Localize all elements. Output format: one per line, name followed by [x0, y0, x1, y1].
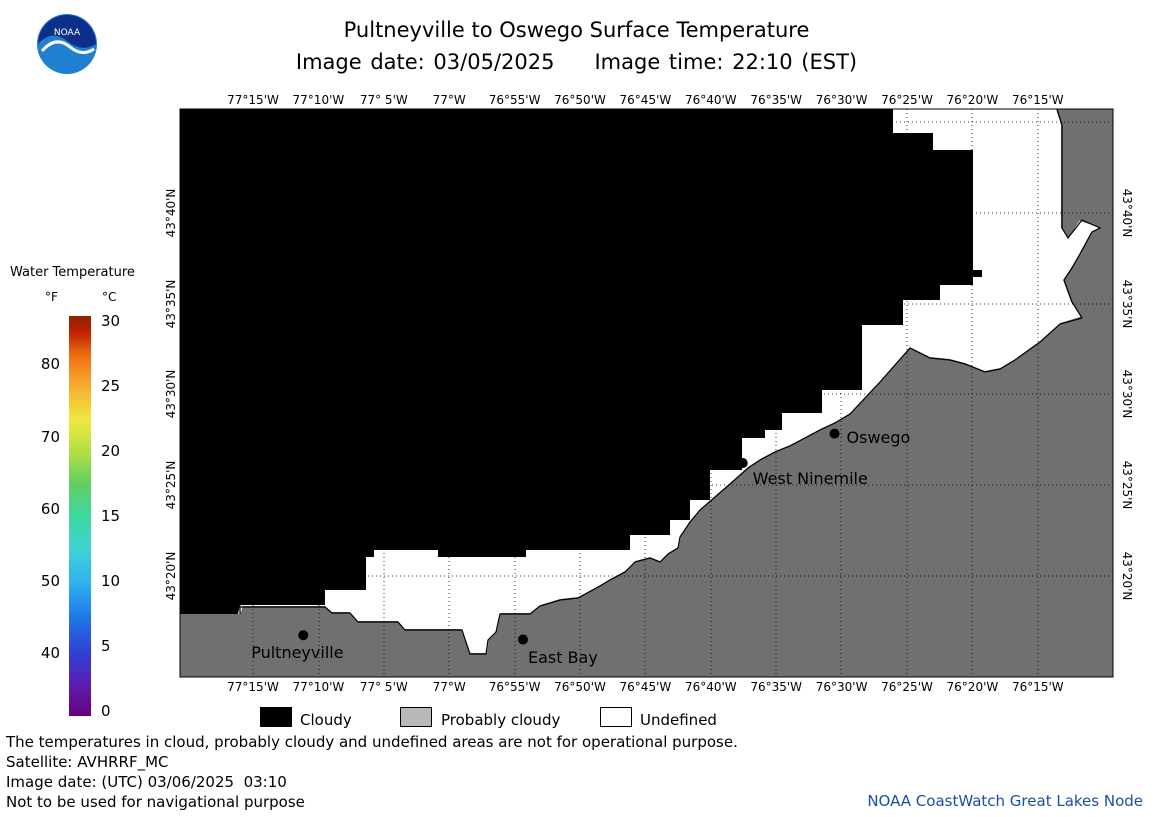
temperature-colorbar	[69, 316, 91, 716]
colorbar-tick-c: 20	[101, 442, 121, 460]
lon-tick-top: 76°25'W	[881, 93, 933, 107]
lon-tick-top: 76°35'W	[750, 93, 803, 107]
unit-celsius: °C	[102, 290, 117, 304]
map-title: Pultneyville to Oswego Surface Temperatu…	[343, 18, 810, 42]
colorbar-tick-c: 30	[101, 312, 121, 330]
lon-tick-bottom: 77° 5'W	[359, 680, 408, 694]
disclaimer-text: The temperatures in cloud, probably clou…	[6, 733, 738, 751]
colorbar-tick-f: 60	[40, 499, 60, 518]
image-date: Image date: 03/05/2025	[295, 50, 555, 74]
colorbar-tick-c: 0	[101, 702, 111, 720]
lat-tick-left: 43°25'N	[164, 460, 178, 510]
lon-tick-top: 76°30'W	[815, 93, 868, 107]
lon-tick-top: 76°20'W	[946, 93, 999, 107]
cloudy-area	[180, 109, 982, 614]
lon-tick-bottom: 76°45'W	[619, 680, 672, 694]
colorbar-tick-c: 25	[101, 377, 121, 395]
land-area	[180, 109, 1113, 677]
utc-date-text: Image date: (UTC) 03/06/2025 03:10	[6, 773, 287, 791]
lat-tick-right: 43°25'N	[1120, 460, 1134, 510]
credit-text: NOAA CoastWatch Great Lakes Node	[867, 792, 1143, 810]
city-label: Oswego	[846, 427, 911, 447]
lat-tick-right: 43°30'N	[1120, 369, 1134, 419]
city-marker	[298, 630, 309, 641]
colorbar-tick-c: 5	[101, 637, 111, 655]
lat-tick-left: 43°40'N	[164, 188, 178, 238]
lon-tick-top: 76°40'W	[684, 93, 737, 107]
nav-warning-text: Not to be used for navigational purpose	[6, 793, 305, 811]
lat-tick-left: 43°30'N	[164, 369, 178, 419]
colorbar-tick-f: 40	[40, 644, 60, 663]
lon-tick-bottom: 77°W	[432, 680, 466, 694]
city-marker	[737, 458, 748, 469]
lon-tick-bottom: 76°35'W	[750, 680, 803, 694]
legend-title: Water Temperature	[10, 265, 135, 280]
legend-swatch-probably-cloudy	[400, 707, 432, 727]
coastline	[239, 108, 1101, 653]
lon-tick-bottom: 77°10'W	[292, 680, 345, 694]
city-marker	[517, 634, 528, 645]
graticule	[180, 109, 1113, 677]
lon-tick-top: 77°15'W	[227, 93, 279, 107]
lon-tick-top: 76°15'W	[1011, 93, 1064, 107]
colorbar-tick-f: 70	[40, 427, 60, 446]
city-label: West Ninemile	[752, 469, 868, 489]
map-frame	[179, 108, 1114, 678]
lon-tick-bottom: 76°25'W	[881, 680, 933, 694]
lon-tick-top: 76°50'W	[554, 93, 606, 107]
lon-tick-bottom: 76°15'W	[1011, 680, 1064, 694]
lon-tick-top: 77° 5'W	[359, 93, 408, 107]
lat-tick-right: 43°35'N	[1120, 279, 1134, 329]
lon-tick-top: 77°10'W	[292, 93, 345, 107]
legend-swatch-cloudy	[260, 707, 292, 727]
lon-tick-bottom: 76°50'W	[554, 680, 606, 694]
lon-tick-bottom: 77°15'W	[227, 680, 279, 694]
colorbar-tick-f: 80	[40, 355, 60, 374]
lon-tick-bottom: 76°30'W	[815, 680, 868, 694]
colorbar-tick-c: 10	[101, 572, 121, 590]
legend-label-cloudy: Cloudy	[300, 711, 352, 729]
unit-fahrenheit: °F	[45, 290, 58, 304]
lat-tick-right: 43°40'N	[1120, 188, 1134, 238]
lat-tick-left: 43°35'N	[164, 279, 178, 329]
lat-tick-right: 43°20'N	[1120, 551, 1134, 601]
image-time: Image time: 22:10 (EST)	[594, 50, 858, 74]
city-marker	[829, 428, 840, 439]
lon-tick-top: 77°W	[432, 93, 466, 107]
lon-tick-top: 76°55'W	[488, 93, 541, 107]
colorbar-tick-c: 15	[101, 507, 121, 525]
legend-swatch-undefined	[600, 707, 632, 727]
satellite-text: Satellite: AVHRRF_MC	[6, 753, 169, 771]
lat-tick-left: 43°20'N	[164, 551, 178, 601]
lon-tick-bottom: 76°55'W	[488, 680, 541, 694]
svg-text:NOAA: NOAA	[54, 28, 81, 38]
city-label: Pultneyville	[251, 643, 344, 663]
city-label: East Bay	[527, 647, 598, 667]
city-markers	[298, 428, 840, 645]
colorbar-tick-f: 50	[40, 572, 60, 590]
lon-tick-bottom: 76°40'W	[684, 680, 737, 694]
lon-tick-bottom: 76°20'W	[946, 680, 999, 694]
legend-label-undefined: Undefined	[640, 711, 717, 729]
lon-tick-top: 76°45'W	[619, 93, 672, 107]
legend-label-probably-cloudy: Probably cloudy	[441, 711, 561, 729]
noaa-logo: NOAA	[36, 13, 98, 75]
map-subtitle: Image date: 03/05/2025 Image time: 22:10 …	[0, 50, 1153, 74]
